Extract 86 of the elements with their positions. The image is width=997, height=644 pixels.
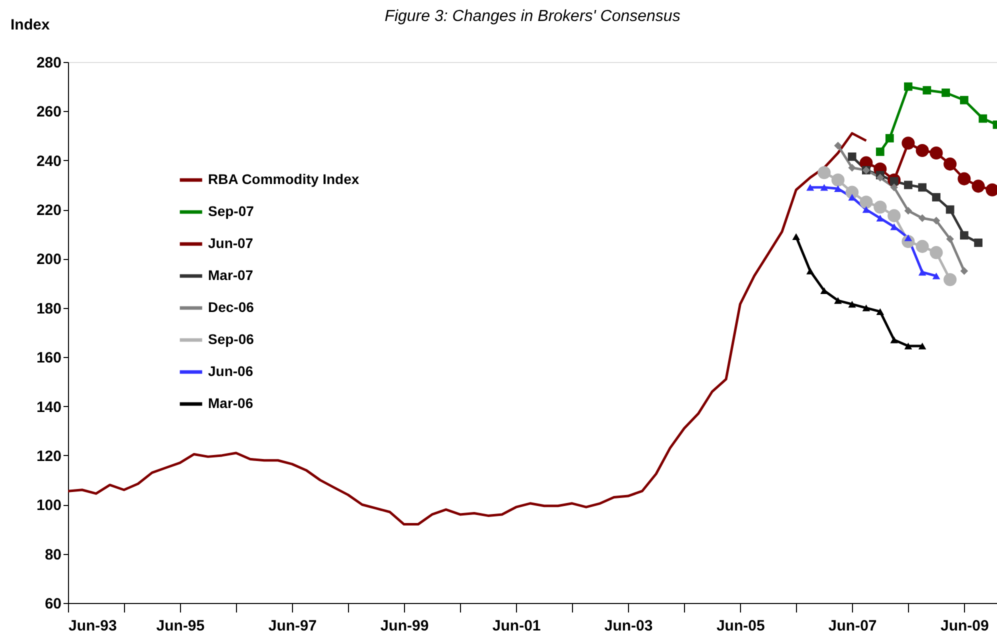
legend-label: Sep-07: [208, 203, 254, 219]
point: [918, 268, 926, 276]
point: [932, 272, 940, 280]
y-tick-label: 100: [36, 497, 62, 514]
legend-label: Dec-06: [208, 299, 254, 315]
point: [874, 200, 887, 214]
y-tick-label: 280: [36, 54, 62, 72]
legend-label: Mar-07: [208, 267, 254, 283]
point: [862, 304, 870, 312]
point: [916, 144, 929, 158]
x-tick-label: Jun-07: [828, 618, 877, 634]
legend-label: Mar-06: [208, 395, 254, 411]
point: [918, 214, 926, 222]
x-tick-label: Jun-97: [268, 618, 317, 634]
point: [904, 180, 912, 190]
point: [862, 206, 870, 213]
point: [972, 180, 985, 193]
point: [922, 86, 932, 94]
point: [904, 342, 912, 350]
y-axis-title: Index: [10, 16, 50, 34]
legend-label: Sep-06: [208, 331, 254, 347]
x-tick-label: Jun-03: [604, 618, 653, 634]
point: [930, 146, 943, 160]
point: [834, 185, 842, 192]
y-tick-label: 220: [36, 202, 62, 220]
point: [876, 148, 884, 156]
point: [960, 267, 968, 275]
y-tick-label: 160: [36, 350, 62, 367]
point: [960, 96, 968, 104]
point: [848, 164, 856, 172]
point: [978, 114, 988, 123]
point: [820, 184, 828, 191]
y-tick-label: 180: [36, 300, 62, 318]
point: [944, 273, 957, 286]
point: [818, 166, 831, 180]
chart-title: Figure 3: Changes in Brokers' Consensus: [384, 8, 680, 25]
point: [885, 134, 894, 142]
y-tick-label: 80: [44, 546, 62, 564]
y-tick-label: 200: [36, 251, 62, 268]
point: [848, 300, 856, 308]
point: [918, 183, 926, 192]
point: [930, 246, 943, 260]
point: [860, 196, 873, 209]
x-tick-label: Jun-01: [492, 618, 541, 634]
point: [932, 193, 940, 202]
x-tick-label: Jun-95: [156, 618, 205, 634]
point: [960, 231, 968, 240]
point: [890, 184, 898, 192]
point: [806, 268, 814, 274]
point: [890, 223, 898, 230]
point: [944, 158, 957, 171]
point: [918, 342, 926, 350]
point: [848, 194, 856, 201]
y-tick-label: 260: [36, 104, 62, 121]
point: [916, 240, 929, 253]
y-tick-label: 240: [36, 152, 62, 170]
point: [946, 235, 954, 243]
point: [904, 206, 912, 215]
point: [806, 184, 814, 191]
point: [904, 82, 912, 91]
point: [942, 88, 950, 97]
point: [834, 297, 842, 304]
x-tick-label: Jun-09: [940, 618, 989, 634]
y-tick-label: 140: [36, 398, 62, 416]
point: [946, 205, 954, 214]
point: [888, 209, 901, 222]
y-tick-label: 60: [44, 596, 62, 612]
point: [974, 238, 982, 247]
legend-label: Jun-06: [208, 363, 254, 379]
line-series: [68, 132, 868, 526]
x-tick-label: Jun-99: [380, 618, 429, 634]
point: [831, 174, 844, 187]
point: [902, 136, 915, 150]
point: [876, 174, 884, 182]
point: [958, 172, 971, 186]
y-tick-label: 120: [36, 448, 62, 465]
legend-label: Jun-07: [208, 235, 254, 251]
point: [876, 308, 884, 315]
point: [792, 233, 800, 240]
x-tick-label: Jun-93: [68, 618, 117, 634]
point: [848, 152, 856, 161]
point: [834, 142, 842, 150]
point: [932, 216, 940, 224]
legend-label: RBA Commodity Index: [208, 171, 360, 187]
point: [890, 336, 898, 344]
x-tick-label: Jun-05: [716, 618, 765, 634]
